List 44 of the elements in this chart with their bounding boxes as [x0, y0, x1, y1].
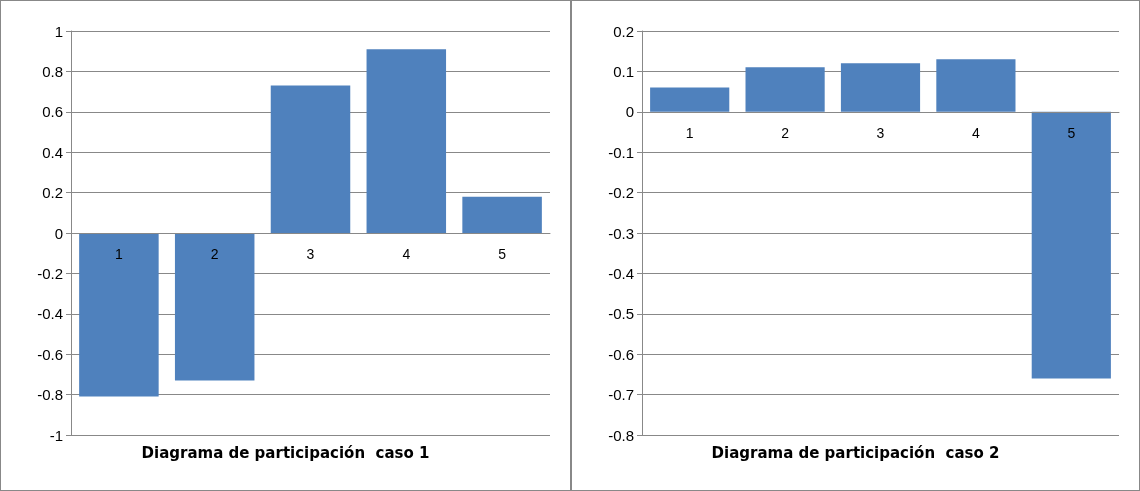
bar — [936, 59, 1016, 112]
x-tick-label: 1 — [115, 246, 123, 262]
y-tick-label: -0.7 — [608, 386, 634, 404]
x-tick-label: 2 — [781, 124, 790, 141]
y-tick-label: 0.2 — [42, 184, 63, 202]
x-tick-label: 3 — [306, 246, 315, 262]
x-tick-label: 5 — [498, 246, 507, 262]
y-tick-label: 0 — [625, 103, 634, 121]
bar — [1031, 111, 1111, 379]
x-tick-label: 4 — [402, 246, 411, 262]
y-tick-label: 0.6 — [42, 103, 63, 121]
x-axis-title: Diagrama de participación caso 1 — [141, 443, 430, 462]
y-tick-label: 0.4 — [42, 143, 63, 161]
y-tick-label: -0.2 — [608, 184, 634, 202]
y-tick-label: -0.6 — [608, 345, 634, 363]
y-tick-label: 0.1 — [613, 62, 634, 80]
x-tick-label: 4 — [972, 124, 980, 141]
x-tick-label: 5 — [1067, 124, 1076, 141]
y-tick-label: -0.8 — [608, 426, 634, 444]
y-tick-label: -0.2 — [37, 264, 63, 282]
bar — [270, 85, 351, 233]
y-tick-label: -0.4 — [608, 264, 634, 282]
y-tick-label: 0 — [54, 224, 63, 242]
y-tick-label: -0.3 — [608, 224, 634, 242]
x-tick-label: 2 — [210, 246, 219, 262]
y-tick-label: 0.2 — [613, 22, 634, 40]
y-tick-label: 0.8 — [42, 62, 63, 80]
x-axis-title: Diagrama de participación caso 2 — [711, 443, 1000, 462]
bar — [840, 63, 921, 112]
y-tick-label: -0.5 — [608, 305, 634, 323]
bar — [650, 87, 730, 112]
x-tick-label: 1 — [685, 124, 694, 141]
bar — [174, 233, 255, 381]
y-tick-label: -0.1 — [608, 143, 634, 161]
bar — [79, 233, 159, 397]
y-tick-label: -0.4 — [37, 305, 63, 323]
bar — [745, 67, 825, 112]
y-tick-label: -0.8 — [37, 386, 63, 404]
bar — [462, 196, 542, 233]
x-tick-label: 3 — [876, 124, 885, 141]
y-tick-label: 1 — [54, 22, 63, 40]
y-tick-label: -0.6 — [37, 345, 63, 363]
y-tick-label: -1 — [49, 426, 63, 444]
bar — [366, 49, 447, 233]
